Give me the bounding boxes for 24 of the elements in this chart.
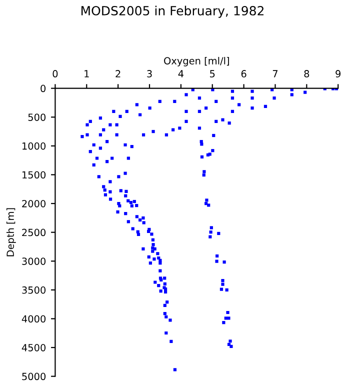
y-tick-label: 3500 — [22, 286, 46, 294]
y-tick-label: 1500 — [22, 171, 46, 179]
y-tick-label: 5000 — [22, 372, 46, 380]
y-axis-title: Depth [m] — [6, 208, 16, 256]
x-axis-title: Oxygen [ml/l] — [164, 56, 229, 66]
y-tick-label: 2500 — [22, 228, 46, 236]
y-tick-label: 1000 — [22, 142, 46, 150]
x-tick-label: 3 — [147, 70, 152, 78]
x-tick-label: 0 — [52, 70, 58, 78]
y-tick-label: 500 — [28, 114, 46, 121]
x-tick-label: 5 — [210, 70, 215, 78]
y-tick-label: 4500 — [22, 344, 46, 352]
y-tick-label: 0 — [40, 84, 46, 92]
y-tick-label: 2000 — [22, 200, 46, 208]
x-tick-label: 6 — [241, 70, 246, 78]
chart-title: MODS2005 in February, 1982 — [81, 6, 264, 18]
x-tick-label: 4 — [178, 70, 184, 78]
x-tick-label: 1 — [84, 70, 89, 78]
y-tick-label: 3000 — [22, 258, 46, 265]
x-tick-label: 2 — [116, 70, 120, 78]
y-tick-label: 4000 — [22, 315, 46, 323]
x-tick-label: 7 — [272, 70, 278, 78]
x-tick-label: 9 — [336, 70, 341, 78]
x-tick-label: 8 — [304, 70, 310, 78]
